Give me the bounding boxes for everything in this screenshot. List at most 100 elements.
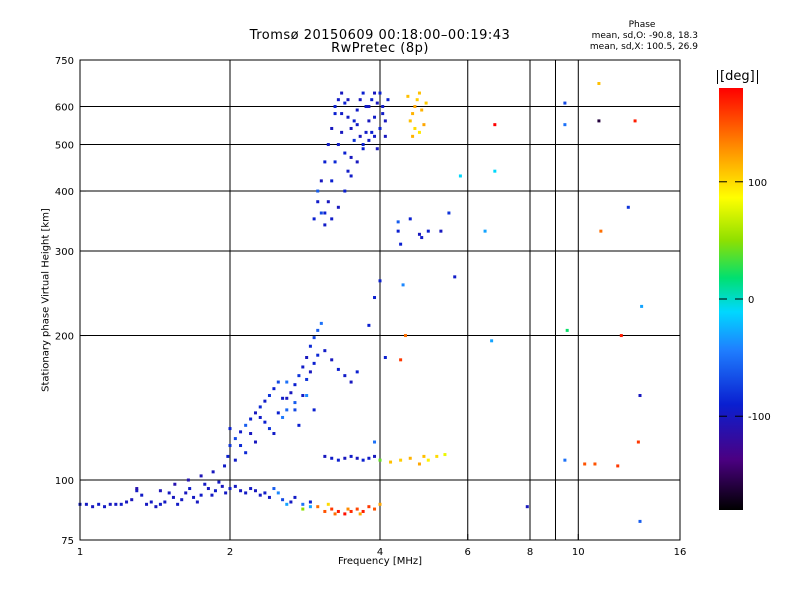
data-point	[483, 229, 487, 233]
data-point	[367, 323, 371, 327]
data-point	[399, 458, 403, 462]
data-point	[565, 328, 569, 332]
data-point	[267, 427, 271, 431]
data-point	[422, 123, 426, 127]
data-point	[220, 484, 224, 488]
data-point	[330, 217, 334, 221]
data-point	[593, 462, 597, 466]
data-point	[383, 355, 387, 359]
data-point	[447, 211, 451, 215]
data-point	[326, 200, 330, 204]
scatter-points	[78, 82, 644, 523]
data-point	[319, 179, 323, 183]
y-tick-label: 300	[55, 247, 74, 258]
axis-ticks: 1 2 4 6 8 10 16 75 100 200 300 400 500 600 750	[55, 56, 686, 558]
data-point	[453, 275, 457, 279]
data-point	[352, 138, 356, 142]
data-point	[305, 355, 309, 359]
data-point	[355, 160, 359, 164]
data-point	[422, 454, 426, 458]
data-point	[301, 502, 305, 506]
data-point	[293, 495, 297, 499]
data-point	[616, 464, 620, 468]
data-point	[364, 130, 368, 134]
data-point	[316, 189, 320, 193]
chart-title: Tromsø 20150609 00:18:00–00:19:43	[249, 28, 511, 43]
data-point	[263, 491, 267, 495]
data-point	[333, 105, 337, 109]
data-point	[367, 105, 371, 109]
data-point	[84, 502, 88, 506]
data-point	[312, 408, 316, 412]
data-point	[272, 432, 276, 436]
data-point	[272, 487, 276, 491]
data-point	[411, 134, 415, 138]
x-axis-label: Frequency [MHz]	[337, 556, 423, 567]
data-point	[640, 304, 644, 308]
data-point	[289, 391, 293, 395]
data-point	[361, 509, 365, 513]
y-axis-label: Stationary phase Virtual Height [km]	[40, 208, 52, 392]
x-tick-label: 16	[674, 547, 687, 558]
data-point	[355, 108, 359, 112]
data-point	[176, 502, 180, 506]
data-point	[285, 396, 289, 400]
data-point	[308, 344, 312, 348]
y-tick-label: 600	[55, 103, 74, 114]
data-point	[285, 408, 289, 412]
data-point	[346, 98, 350, 102]
data-point	[333, 160, 337, 164]
data-point	[370, 130, 374, 134]
data-point	[346, 507, 350, 511]
data-point	[171, 495, 175, 499]
data-point	[301, 394, 305, 398]
data-point	[367, 456, 371, 460]
data-point	[158, 502, 162, 506]
data-point	[281, 396, 285, 400]
data-point	[199, 474, 203, 478]
data-point	[349, 126, 353, 130]
data-point	[308, 370, 312, 374]
y-tick-label: 200	[55, 332, 74, 343]
data-point	[316, 353, 320, 357]
chart-subtitle: RwPretec (8p)	[331, 41, 429, 56]
data-point	[276, 491, 280, 495]
data-point	[285, 502, 289, 506]
data-point	[213, 489, 217, 493]
data-point	[258, 405, 262, 409]
data-point	[336, 205, 340, 209]
data-point	[435, 454, 439, 458]
data-point	[239, 489, 243, 493]
data-point	[424, 101, 428, 105]
data-point	[249, 432, 253, 436]
data-point	[188, 487, 192, 491]
data-point	[319, 321, 323, 325]
data-point	[180, 498, 184, 502]
data-point	[364, 105, 368, 109]
colorbar-tick-label: 100	[748, 178, 767, 189]
data-point	[228, 444, 232, 448]
data-point	[233, 437, 237, 441]
x-tick-label: 8	[527, 547, 533, 558]
data-point	[158, 489, 162, 493]
data-point	[597, 82, 601, 86]
data-point	[378, 502, 382, 506]
data-point	[403, 334, 407, 338]
data-point	[383, 119, 387, 123]
data-point	[226, 454, 230, 458]
data-point	[210, 493, 214, 497]
data-point	[399, 358, 403, 362]
data-point	[253, 411, 257, 415]
data-point	[626, 205, 630, 209]
data-point	[91, 505, 95, 509]
data-point	[406, 94, 410, 98]
data-point	[223, 464, 227, 468]
data-point	[228, 427, 232, 431]
data-point	[349, 380, 353, 384]
data-point	[490, 339, 494, 343]
data-point	[396, 229, 400, 233]
data-point	[305, 377, 309, 381]
data-point	[228, 487, 232, 491]
data-point	[192, 495, 196, 499]
data-point	[378, 458, 382, 462]
